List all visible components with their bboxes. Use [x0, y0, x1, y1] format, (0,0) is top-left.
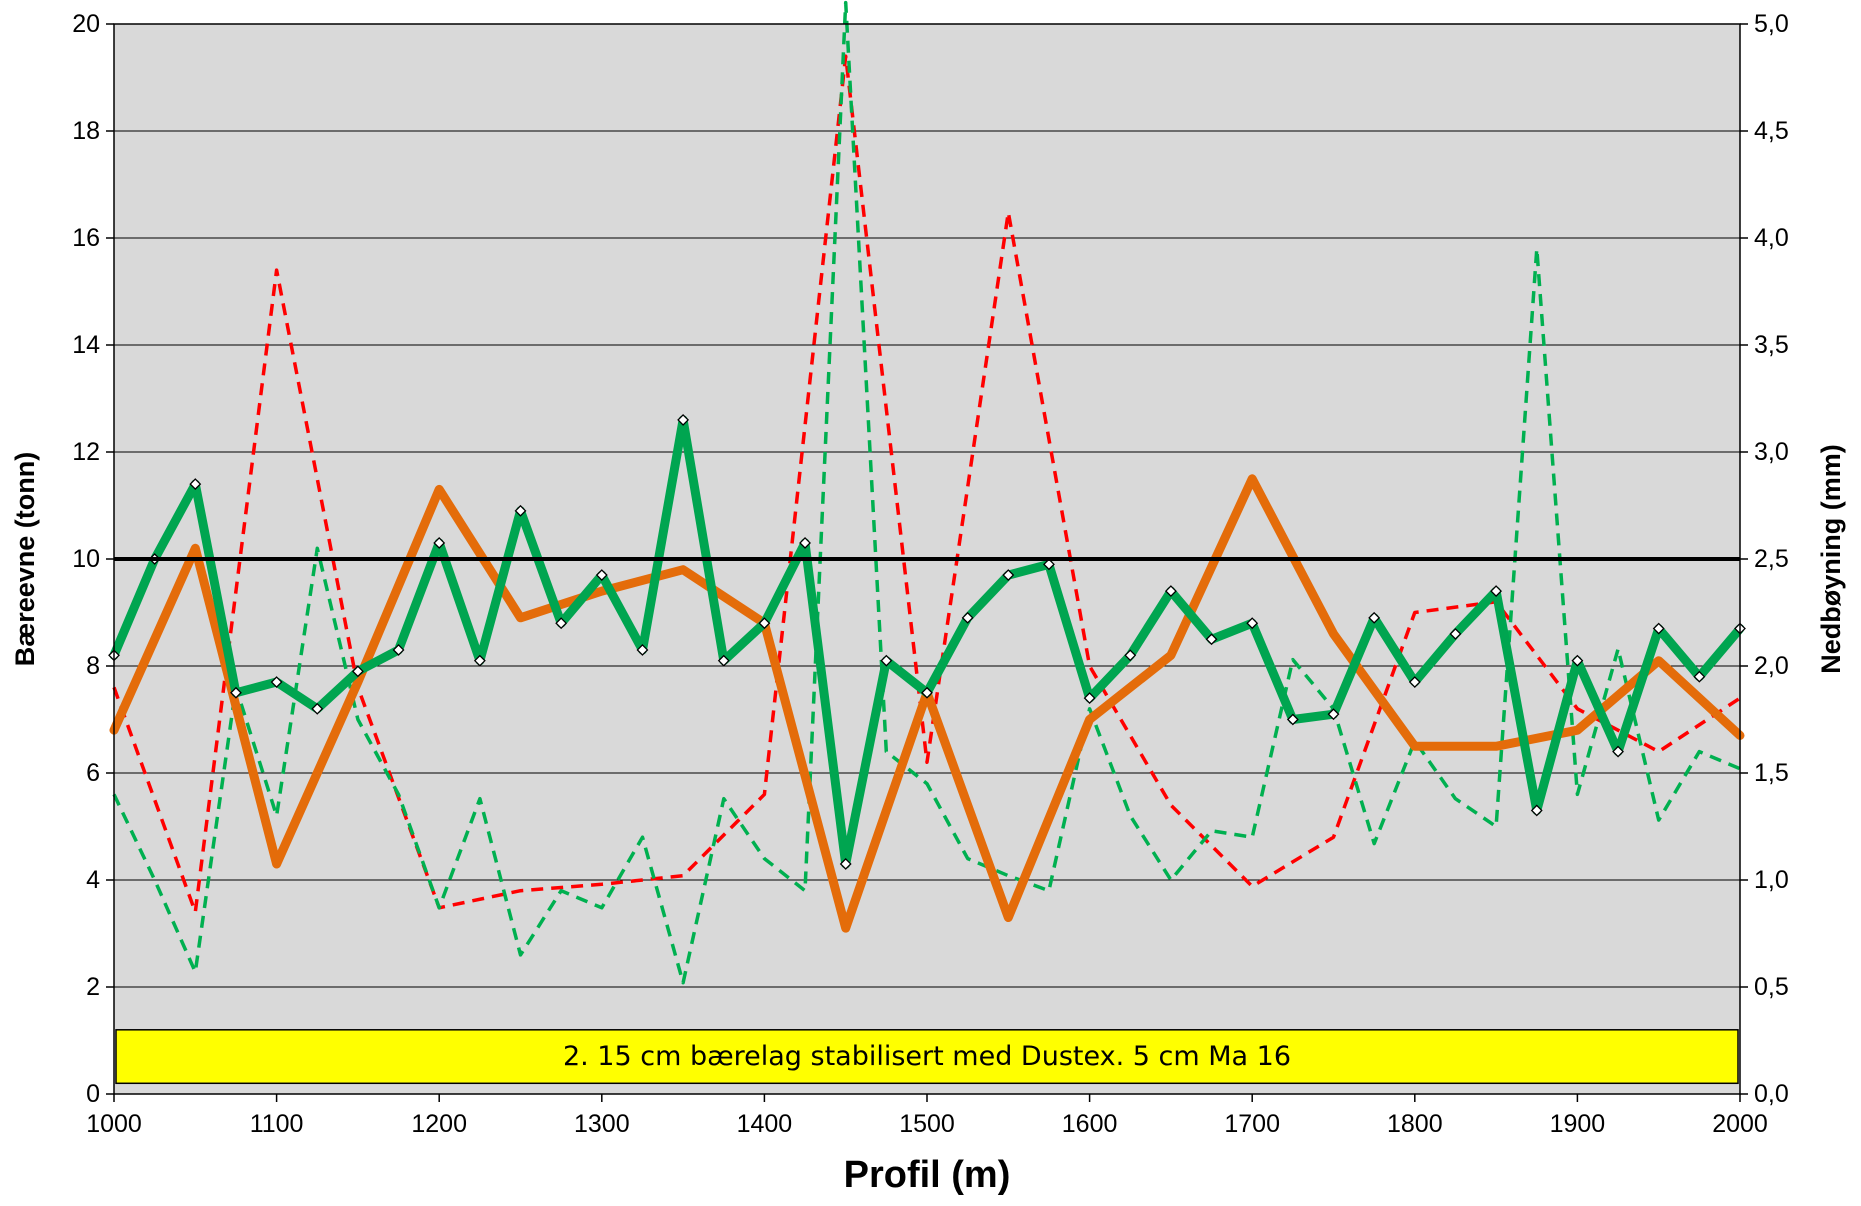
data-point-marker: [839, 858, 852, 870]
data-point-marker: [799, 537, 811, 549]
data-point-marker: [555, 617, 568, 630]
y2-tick-label: 0,5: [1754, 973, 1789, 1001]
data-point-marker: [189, 478, 202, 491]
data-point-marker: [311, 702, 324, 715]
y2-tick-label: 4,5: [1754, 117, 1789, 145]
y-tick-label: 12: [72, 438, 100, 466]
data-point-marker: [1124, 649, 1137, 662]
data-point-marker: [1652, 622, 1665, 635]
y-tick-label: 2: [86, 973, 100, 1001]
y2-tick-label: 2,5: [1754, 545, 1789, 573]
data-point-marker: [1083, 692, 1096, 705]
data-point-marker: [1043, 558, 1055, 571]
y2-tick-label: 3,5: [1754, 331, 1789, 359]
axis-ticks: 0 2 4 6 8 10 12 14 16 18 20 0,0 0,5 1,0 1,5 2,0 2,5 3,0 3,…: [72, 10, 1789, 1138]
data-point-marker: [595, 569, 608, 581]
data-point-marker: [677, 413, 690, 426]
y-tick-label: 4: [86, 866, 100, 894]
y2-tick-label: 0,0: [1754, 1080, 1789, 1108]
data-point-marker: [514, 504, 527, 517]
annotation-text: 2. 15 cm bærelag stabilisert med Dustex.…: [563, 1041, 1291, 1072]
y2-tick-label: 5,0: [1754, 10, 1789, 38]
data-point-marker: [1530, 804, 1543, 817]
data-point-marker: [1490, 585, 1503, 598]
data-point-marker: [473, 654, 486, 667]
y-axis-title: Bæreevne (tonn): [10, 452, 40, 667]
x-tick-label: 1300: [574, 1110, 630, 1138]
data-point-marker: [1612, 745, 1624, 758]
series-line-4: [112, 0, 1741, 985]
data-point-marker: [636, 644, 649, 656]
x-tick-label: 1400: [737, 1110, 793, 1138]
data-point-marker: [351, 665, 364, 678]
data-point-marker: [1286, 713, 1299, 726]
data-point-marker: [1449, 627, 1462, 640]
y-tick-label: 18: [72, 117, 100, 145]
data-point-marker: [1164, 585, 1177, 598]
x-tick-label: 1600: [1062, 1110, 1118, 1138]
data-point-marker: [1002, 569, 1015, 581]
data-point-marker: [880, 654, 893, 667]
x-tick-label: 1500: [899, 1110, 955, 1138]
y2-axis-title: Nedbøyning (mm): [1816, 444, 1846, 674]
annotation-banner: 2. 15 cm bærelag stabilisert med Dustex.…: [115, 1029, 1739, 1085]
x-tick-label: 1800: [1387, 1110, 1443, 1138]
data-point-marker: [961, 611, 974, 624]
y-tick-label: 8: [86, 652, 100, 680]
y-tick-label: 14: [72, 331, 100, 359]
y2-tick-label: 1,5: [1754, 759, 1789, 787]
data-point-marker: [230, 686, 242, 699]
y2-tick-label: 3,0: [1754, 438, 1789, 466]
data-point-marker: [1693, 670, 1706, 683]
x-tick-label: 1000: [86, 1110, 142, 1138]
y2-tick-label: 4,0: [1754, 224, 1789, 252]
data-point-marker: [270, 676, 283, 688]
annotation-box: [115, 1029, 1739, 1085]
series-layer: [108, 0, 1746, 985]
x-tick-label: 2000: [1712, 1110, 1768, 1138]
data-point-marker: [1246, 617, 1259, 630]
y-tick-label: 6: [86, 759, 100, 787]
series-line-3: [112, 54, 1741, 914]
y-tick-label: 0: [86, 1080, 100, 1108]
x-tick-label: 1700: [1224, 1110, 1280, 1138]
y-tick-label: 16: [72, 224, 100, 252]
y2-tick-label: 1,0: [1754, 866, 1789, 894]
data-point-marker: [392, 644, 405, 656]
data-point-marker: [1205, 633, 1218, 646]
data-point-marker: [758, 617, 771, 630]
data-point-marker: [1571, 654, 1584, 667]
data-point-marker: [1408, 676, 1421, 688]
y2-tick-label: 2,0: [1754, 652, 1789, 680]
data-point-marker: [433, 537, 446, 549]
x-tick-label: 1100: [250, 1110, 304, 1138]
y-tick-label: 20: [72, 10, 100, 38]
data-point-marker: [717, 654, 730, 667]
y-tick-label: 10: [72, 545, 100, 573]
data-point-marker: [1327, 708, 1340, 721]
x-tick-label: 1900: [1550, 1110, 1606, 1138]
data-point-marker: [1368, 611, 1381, 624]
x-axis-title: Profil (m): [844, 1154, 1011, 1196]
data-point-marker: [921, 686, 933, 699]
x-tick-label: 1200: [411, 1110, 467, 1138]
